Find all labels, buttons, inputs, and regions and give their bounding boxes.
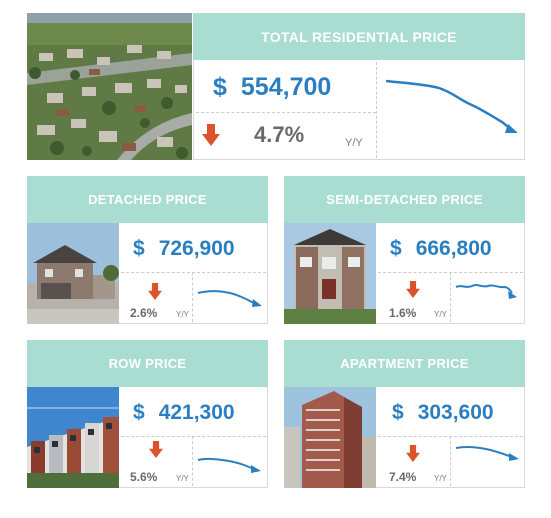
arrow-down-icon bbox=[406, 281, 420, 298]
total-trend-sparkline bbox=[384, 74, 520, 136]
apartment-tower-photo bbox=[284, 387, 376, 488]
total-change: 4.7% bbox=[254, 122, 305, 147]
detached-change: 2.6% bbox=[130, 306, 158, 320]
semi-change: 1.6% bbox=[389, 306, 417, 320]
row-title: ROW PRICE bbox=[27, 340, 268, 387]
detached-trend-sparkline bbox=[196, 284, 264, 310]
detached-price-value: 726,900 bbox=[158, 237, 235, 260]
row-price: $ 421,300 bbox=[133, 390, 235, 436]
semi-price-value: 666,800 bbox=[415, 237, 492, 260]
arrow-down-icon bbox=[406, 445, 420, 462]
apartment-title: APARTMENT PRICE bbox=[284, 340, 525, 387]
apartment-price: $ 303,600 bbox=[392, 390, 494, 436]
total-price-value: 554,700 bbox=[240, 72, 332, 101]
row-price-value: 421,300 bbox=[158, 401, 235, 424]
apartment-currency: $ bbox=[392, 401, 404, 424]
semi-currency: $ bbox=[390, 237, 402, 260]
apartment-change: 7.4% bbox=[389, 470, 417, 484]
arrow-down-icon bbox=[149, 441, 163, 458]
semi-price: $ 666,800 bbox=[390, 226, 492, 272]
row-change: 5.6% bbox=[130, 470, 158, 484]
semi-change-label: Y/Y bbox=[434, 310, 447, 319]
row-change-label: Y/Y bbox=[176, 474, 189, 483]
apartment-trend-sparkline bbox=[454, 444, 522, 466]
apartment-price-value: 303,600 bbox=[417, 401, 494, 424]
detached-title: DETACHED PRICE bbox=[27, 176, 268, 223]
detached-price: $ 726,900 bbox=[133, 226, 235, 272]
arrow-down-icon bbox=[148, 283, 162, 300]
row-house-photo bbox=[27, 387, 119, 488]
detached-house-photo bbox=[27, 223, 119, 324]
total-currency: $ bbox=[213, 72, 227, 101]
semi-detached-house-photo bbox=[284, 223, 376, 324]
arrow-down-icon bbox=[202, 124, 220, 146]
detached-change-label: Y/Y bbox=[176, 310, 189, 319]
apartment-change-label: Y/Y bbox=[434, 474, 447, 483]
semi-trend-sparkline bbox=[454, 280, 522, 302]
total-price: $ 554,700 bbox=[213, 62, 331, 112]
total-change-label: Y/Y bbox=[345, 137, 363, 149]
row-trend-sparkline bbox=[196, 452, 264, 476]
semi-title: SEMI-DETACHED PRICE bbox=[284, 176, 525, 223]
aerial-neighborhood-photo bbox=[27, 13, 192, 160]
total-title: TOTAL RESIDENTIAL PRICE bbox=[193, 13, 525, 60]
detached-currency: $ bbox=[133, 237, 145, 260]
row-currency: $ bbox=[133, 401, 145, 424]
